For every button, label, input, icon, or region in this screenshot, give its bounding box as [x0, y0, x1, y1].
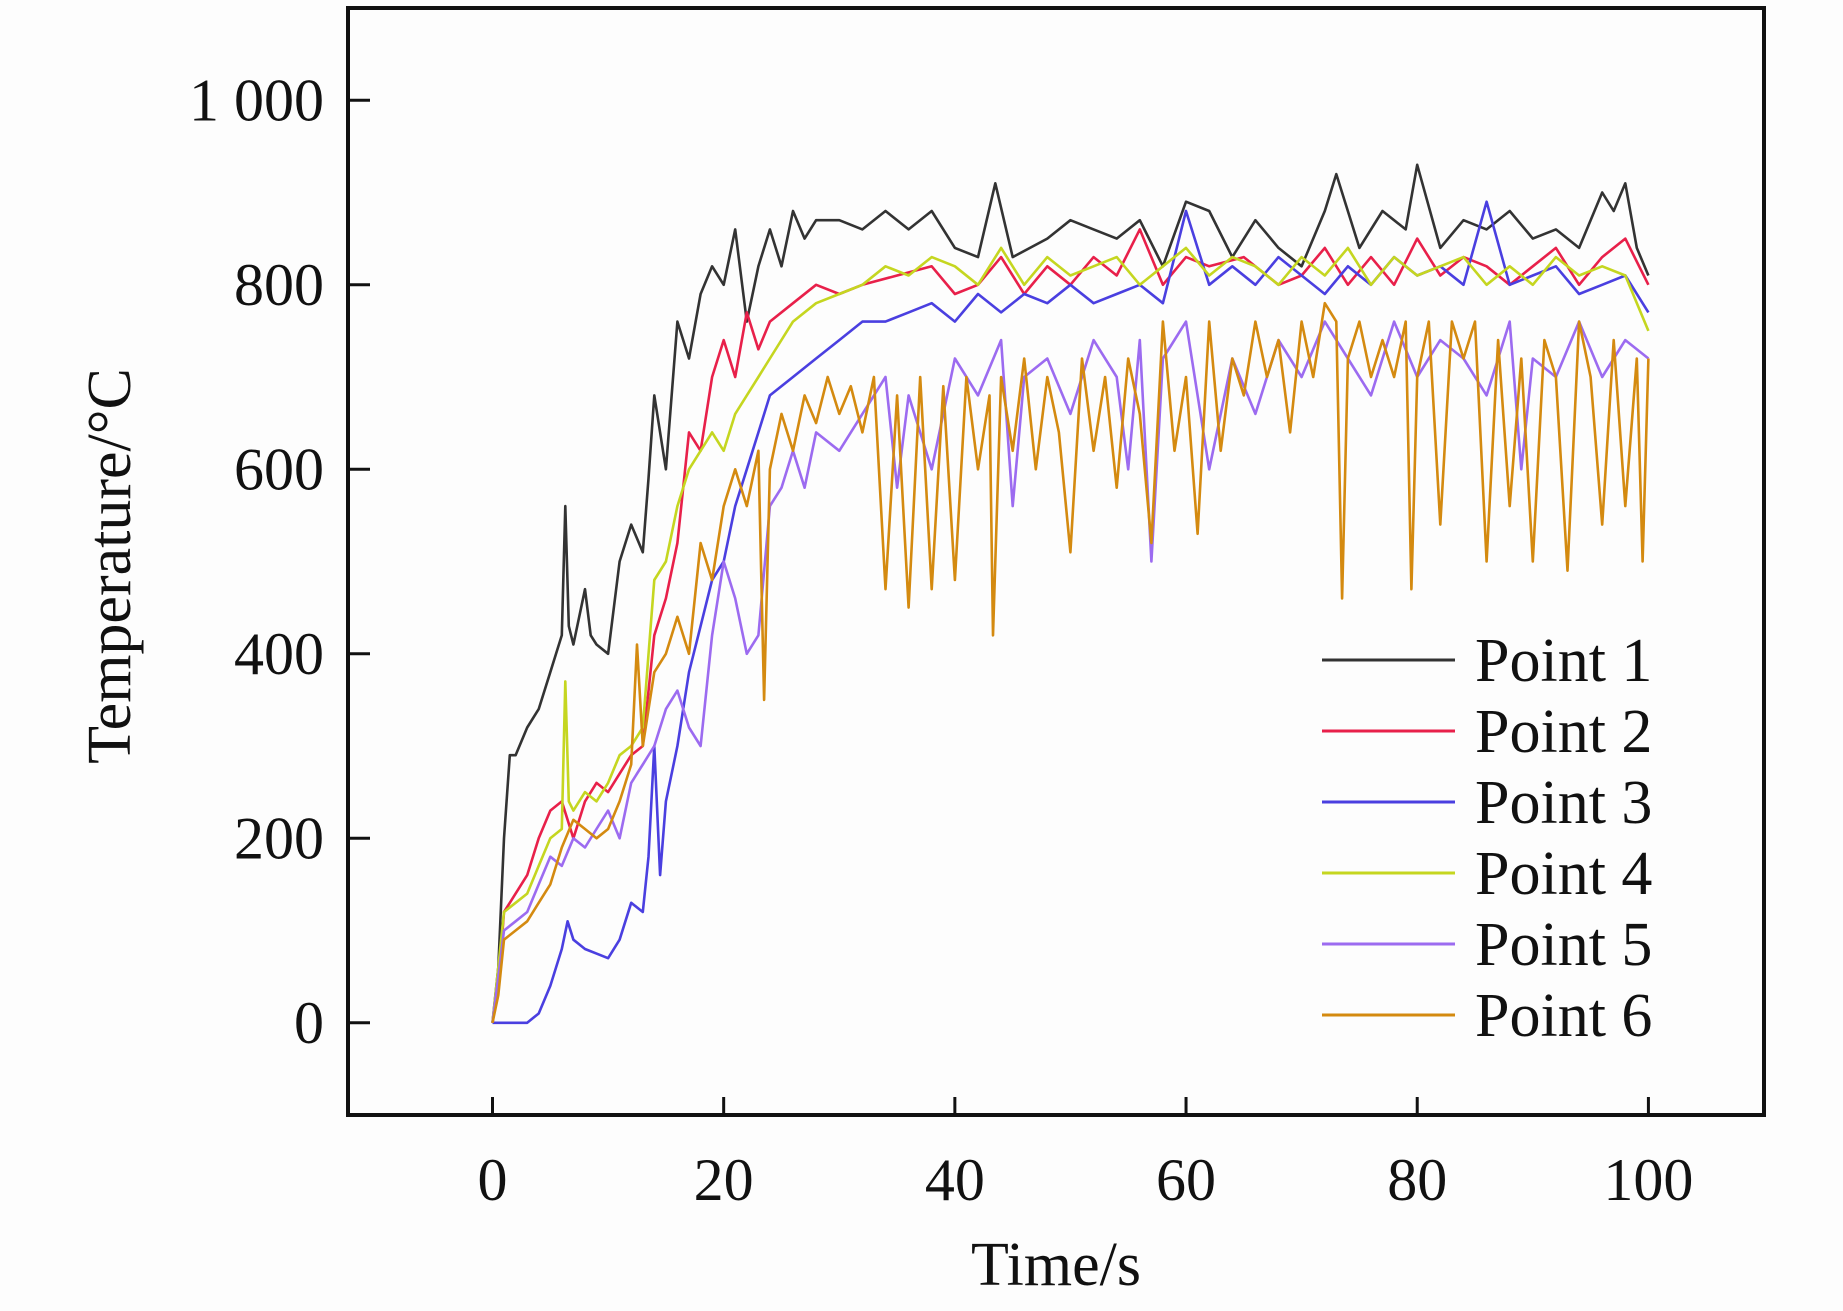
- x-tick-label: 0: [477, 1147, 507, 1213]
- series-line-point-1: [491, 163, 1650, 1023]
- x-tick-label: 60: [1156, 1147, 1216, 1213]
- y-axis-title: Temperature/°C: [76, 368, 144, 764]
- y-tick-label: 200: [234, 805, 324, 871]
- y-tick-label: 1 000: [189, 67, 324, 133]
- legend-label-point-2: Point 2: [1475, 698, 1652, 766]
- legend-label-point-4: Point 4: [1475, 840, 1652, 908]
- series-line-point-6: [491, 301, 1650, 1024]
- y-tick-label: 600: [234, 436, 324, 502]
- y-tick-label: 0: [294, 990, 324, 1056]
- series-line-point-4: [491, 246, 1650, 1023]
- x-axis-title: Time/s: [971, 1231, 1141, 1299]
- y-tick-label: 800: [234, 252, 324, 318]
- y-tick-label: 400: [234, 621, 324, 687]
- x-tick-label: 40: [925, 1147, 985, 1213]
- legend-label-point-3: Point 3: [1475, 769, 1652, 837]
- plot-area-frame: [346, 6, 1766, 1117]
- x-tick-label: 80: [1387, 1147, 1447, 1213]
- legend-label-point-5: Point 5: [1475, 911, 1652, 979]
- series-layer: [491, 163, 1650, 1025]
- legend-label-point-1: Point 1: [1475, 627, 1652, 695]
- x-tick-label: 20: [694, 1147, 754, 1213]
- x-tick-label: 100: [1603, 1147, 1693, 1213]
- legend-label-point-6: Point 6: [1475, 982, 1652, 1050]
